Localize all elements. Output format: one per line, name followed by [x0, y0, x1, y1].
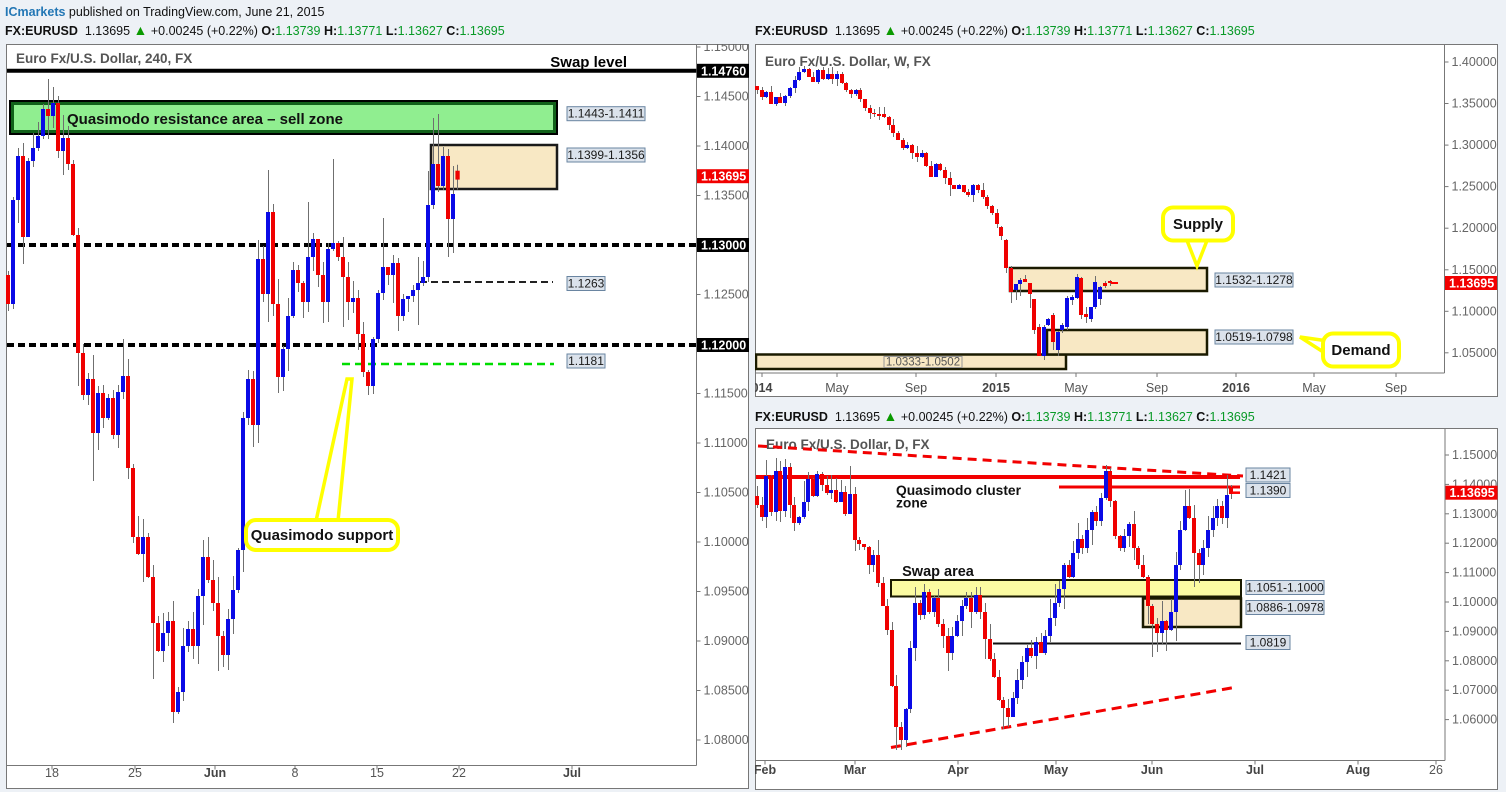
svg-text:1.20000: 1.20000	[1452, 221, 1497, 235]
svg-text:Euro Fx/U.S. Dollar, W, FX: Euro Fx/U.S. Dollar, W, FX	[765, 54, 931, 69]
svg-text:1.10000: 1.10000	[704, 535, 749, 549]
svg-text:1.1181: 1.1181	[568, 354, 604, 368]
svg-text:1.0333-1.0502: 1.0333-1.0502	[886, 357, 960, 369]
svg-text:1.14760: 1.14760	[701, 64, 746, 78]
svg-text:May: May	[825, 381, 849, 395]
svg-text:1.09500: 1.09500	[704, 585, 749, 599]
svg-text:25: 25	[128, 766, 142, 780]
svg-text:18: 18	[45, 766, 59, 780]
svg-text:1.08500: 1.08500	[704, 684, 749, 698]
svg-text:Jul: Jul	[563, 766, 581, 780]
svg-text:Euro Fx/U.S. Dollar, 240, FX: Euro Fx/U.S. Dollar, 240, FX	[16, 51, 192, 66]
svg-text:22: 22	[452, 766, 466, 780]
svg-text:1.15000: 1.15000	[704, 44, 749, 54]
svg-text:1.10500: 1.10500	[704, 486, 749, 500]
svg-text:1.14500: 1.14500	[704, 90, 749, 104]
svg-text:1.25000: 1.25000	[1452, 180, 1497, 194]
svg-text:1.11000: 1.11000	[1452, 566, 1496, 580]
svg-text:1.35000: 1.35000	[1452, 97, 1497, 111]
svg-text:1.13695: 1.13695	[1450, 486, 1495, 500]
svg-text:Swap level: Swap level	[550, 54, 627, 71]
svg-text:1.10000: 1.10000	[1452, 595, 1497, 609]
svg-text:1.10000: 1.10000	[1452, 304, 1497, 318]
svg-text:May: May	[1064, 381, 1088, 395]
svg-text:1.1443-1.1411: 1.1443-1.1411	[568, 107, 645, 121]
svg-text:1.14000: 1.14000	[704, 139, 749, 153]
svg-text:1.1399-1.1356: 1.1399-1.1356	[567, 148, 645, 162]
svg-text:Quasimodo support: Quasimodo support	[251, 527, 394, 544]
svg-text:1.0886-1.0978: 1.0886-1.0978	[1246, 601, 1324, 615]
svg-text:2015: 2015	[982, 381, 1010, 395]
svg-text:1.15000: 1.15000	[1452, 448, 1497, 462]
svg-text:1.1051-1.1000: 1.1051-1.1000	[1246, 581, 1324, 595]
svg-text:26: 26	[1429, 763, 1443, 777]
svg-text:Quasimodo resistance area – se: Quasimodo resistance area – sell zone	[67, 111, 343, 128]
svg-text:2016: 2016	[1222, 381, 1250, 395]
svg-text:1.08000: 1.08000	[1452, 654, 1497, 668]
svg-text:May: May	[1302, 381, 1326, 395]
svg-text:1.11000: 1.11000	[704, 436, 748, 450]
svg-text:1.12000: 1.12000	[701, 339, 746, 353]
svg-text:zone: zone	[896, 496, 928, 511]
svg-text:1.13000: 1.13000	[1452, 507, 1497, 521]
svg-text:1.13695: 1.13695	[1449, 277, 1494, 291]
svg-text:Jun: Jun	[204, 766, 226, 780]
svg-text:1.1421: 1.1421	[1250, 468, 1287, 482]
svg-text:1.12000: 1.12000	[1452, 536, 1497, 550]
svg-text:Feb: Feb	[755, 763, 776, 777]
svg-text:1.08000: 1.08000	[704, 733, 749, 747]
svg-text:1.13000: 1.13000	[701, 239, 746, 253]
svg-text:8: 8	[292, 766, 299, 780]
svg-text:1.30000: 1.30000	[1452, 138, 1497, 152]
svg-text:1.0819: 1.0819	[1250, 636, 1287, 650]
svg-text:May: May	[1044, 763, 1068, 777]
svg-text:014: 014	[755, 381, 772, 395]
svg-text:1.1263: 1.1263	[568, 277, 605, 291]
svg-text:1.13500: 1.13500	[704, 189, 749, 203]
svg-text:1.09000: 1.09000	[1452, 624, 1497, 638]
svg-text:1.0519-1.0798: 1.0519-1.0798	[1215, 330, 1293, 344]
svg-text:1.11500: 1.11500	[704, 387, 748, 401]
svg-text:1.15000: 1.15000	[1452, 263, 1497, 277]
svg-text:1.1532-1.1278: 1.1532-1.1278	[1215, 273, 1293, 287]
svg-text:1.05000: 1.05000	[1452, 346, 1497, 360]
svg-text:Supply: Supply	[1173, 216, 1224, 233]
svg-text:1.13695: 1.13695	[701, 170, 746, 184]
svg-text:Sep: Sep	[1385, 381, 1407, 395]
svg-text:Swap area: Swap area	[902, 564, 975, 580]
svg-text:Sep: Sep	[905, 381, 927, 395]
svg-text:Euro Fx/U.S. Dollar, D, FX: Euro Fx/U.S. Dollar, D, FX	[766, 437, 930, 452]
svg-text:1.40000: 1.40000	[1452, 55, 1497, 69]
svg-text:1.07000: 1.07000	[1452, 683, 1497, 697]
svg-text:Jul: Jul	[1246, 763, 1264, 777]
svg-text:Demand: Demand	[1331, 342, 1390, 359]
svg-text:15: 15	[370, 766, 384, 780]
svg-text:Mar: Mar	[844, 763, 866, 777]
svg-text:1.09000: 1.09000	[704, 634, 749, 648]
svg-text:Quasimodo cluster: Quasimodo cluster	[896, 483, 1022, 498]
svg-text:Sep: Sep	[1146, 381, 1168, 395]
svg-text:1.12500: 1.12500	[704, 288, 749, 302]
svg-text:Aug: Aug	[1346, 763, 1370, 777]
svg-text:Apr: Apr	[947, 763, 969, 777]
svg-text:Jun: Jun	[1141, 763, 1163, 777]
svg-text:1.1390: 1.1390	[1250, 484, 1287, 498]
svg-text:1.06000: 1.06000	[1452, 713, 1497, 727]
